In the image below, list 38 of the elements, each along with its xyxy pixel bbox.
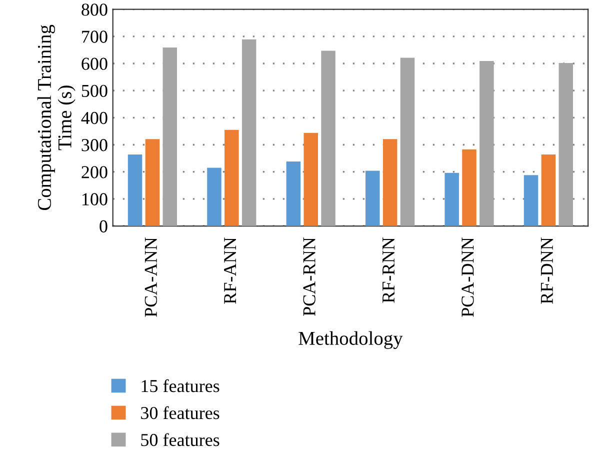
y-tick-label: 200 [82,166,108,178]
x-tick-label: RF-DNN [540,238,553,304]
legend-label: 15 features [142,379,220,392]
bar [207,168,222,226]
x-tick-label: PCA-DNN [462,238,474,317]
bar [400,58,415,226]
x-tick-label: PCA-RNN [303,238,316,316]
bar [286,162,301,226]
bar [242,39,256,226]
bar [224,130,239,226]
bar [145,139,160,226]
bar [366,170,380,226]
bar [462,149,476,226]
y-tick-label: 300 [82,139,108,152]
bar [128,154,142,226]
y-tick-label: 100 [82,193,108,206]
bar [304,132,318,226]
x-axis-title: Methodology [298,331,403,349]
bar [480,61,494,226]
y-tick-label: 700 [82,30,108,43]
bar [321,50,336,226]
bar [162,48,178,226]
y-tick-label: 600 [82,58,108,70]
x-tick-label: RF-ANN [224,238,236,304]
y-tick-label: 0 [100,220,108,232]
bar [444,172,459,226]
bar [558,62,574,226]
y-axis-title: Computational Training Time (s) [37,24,76,210]
y-tick-label: 400 [81,112,108,124]
y-tick-label: 800 [82,4,108,16]
x-tick-label: RF-RNN [382,238,394,303]
y-tick-label: 500 [82,84,108,98]
bar [541,154,556,226]
legend-label: 30 features [141,406,220,420]
x-tick-label: PCA-ANN [144,238,157,317]
bar [382,139,398,226]
bar [524,175,538,226]
legend-label: 50 features [141,433,220,446]
